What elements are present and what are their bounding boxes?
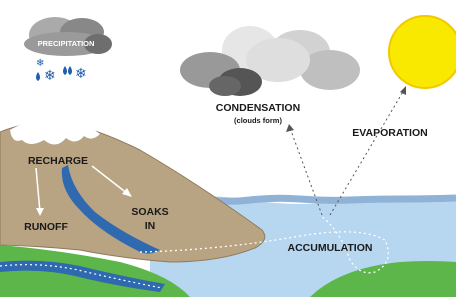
condensation-label: CONDENSATION <box>216 102 300 114</box>
clouds-form-label: (clouds form) <box>234 116 282 125</box>
recharge-label: RECHARGE <box>28 155 88 167</box>
clouds <box>180 26 360 96</box>
in-label: IN <box>145 220 156 232</box>
cloud-part <box>209 76 241 96</box>
arrow-head <box>400 86 406 95</box>
evaporation-label: EVAPORATION <box>352 127 427 139</box>
raindrop <box>68 66 72 75</box>
sun <box>389 16 456 88</box>
precipitation-cloud <box>24 17 112 56</box>
accumulation-label: ACCUMULATION <box>288 242 373 254</box>
precip-symbols: ❄ ❄ ❄ <box>36 58 87 83</box>
water-cycle-diagram: ❄ ❄ ❄ PRECIPITATION CONDENSATION (clouds… <box>0 0 456 297</box>
runoff-label: RUNOFF <box>24 221 68 233</box>
snowflake: ❄ <box>44 67 56 83</box>
precipitation-label: PRECIPITATION <box>38 39 95 48</box>
soaks-label: SOAKS <box>131 206 168 218</box>
arrow-head <box>286 124 294 132</box>
raindrop <box>36 72 40 81</box>
raindrop <box>63 66 67 75</box>
snowflake: ❄ <box>75 65 87 81</box>
